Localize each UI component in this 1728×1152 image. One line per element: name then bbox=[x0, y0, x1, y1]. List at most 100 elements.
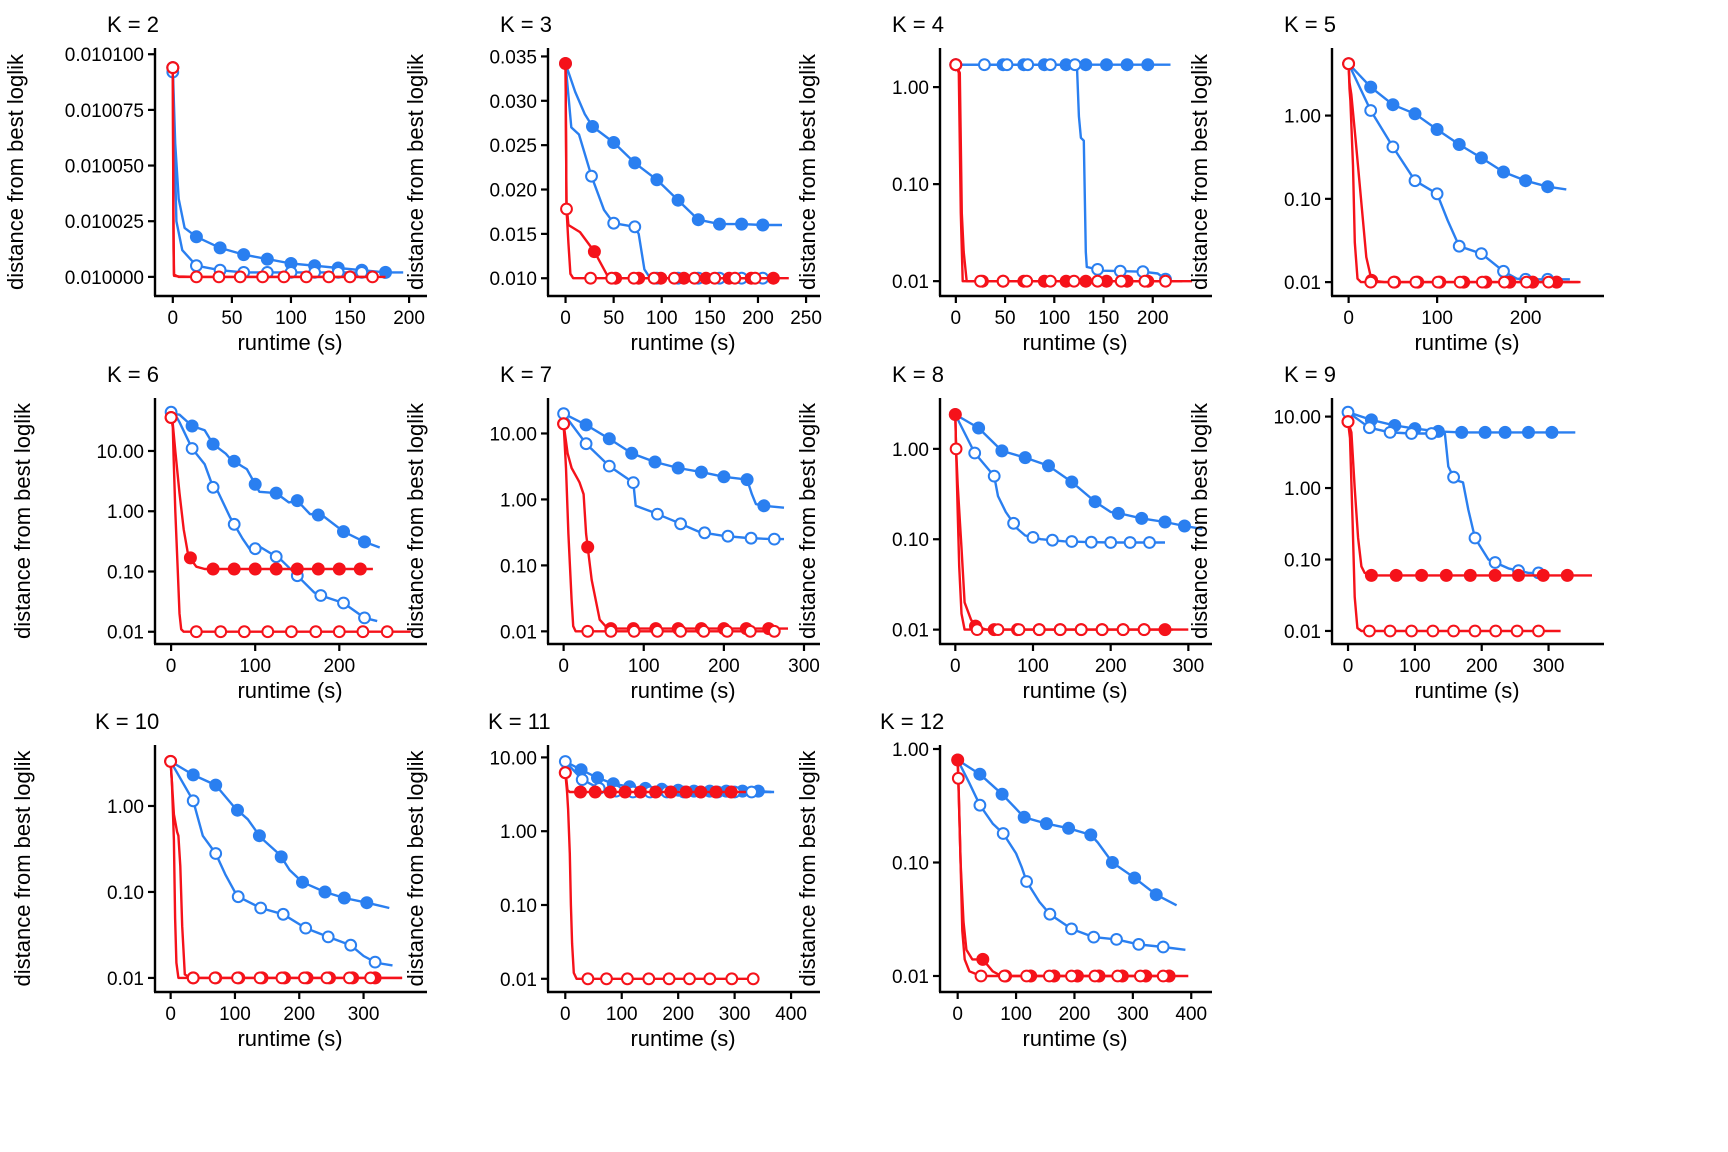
data-point bbox=[995, 444, 1009, 458]
data-point bbox=[607, 136, 621, 149]
data-point bbox=[581, 972, 595, 986]
data-point bbox=[995, 787, 1009, 801]
data-point bbox=[1387, 275, 1401, 289]
data-point bbox=[996, 274, 1010, 288]
data-point bbox=[581, 624, 595, 638]
data-point bbox=[337, 596, 350, 610]
series-blue-filled bbox=[954, 413, 1203, 533]
data-point bbox=[642, 972, 656, 986]
series-blue-filled bbox=[169, 760, 390, 910]
data-point bbox=[603, 785, 617, 799]
data-point bbox=[1489, 624, 1503, 638]
data-point bbox=[1020, 969, 1033, 983]
x-tick-label: 0 bbox=[951, 308, 962, 329]
data-point bbox=[998, 969, 1011, 983]
x-tick-label: 0 bbox=[168, 308, 179, 329]
data-point bbox=[1044, 274, 1057, 288]
data-point bbox=[252, 829, 266, 843]
data-point bbox=[1104, 536, 1118, 549]
data-point bbox=[1149, 888, 1163, 902]
data-point bbox=[968, 446, 982, 460]
data-point bbox=[756, 218, 770, 232]
data-point bbox=[248, 477, 262, 491]
data-point bbox=[683, 972, 696, 986]
data-point bbox=[1084, 828, 1098, 842]
data-point bbox=[1020, 274, 1034, 288]
data-point bbox=[1042, 459, 1055, 473]
x-axis-label: runtime (s) bbox=[1414, 678, 1519, 703]
data-point bbox=[691, 213, 705, 227]
data-point bbox=[185, 419, 199, 433]
y-tick-label: 1.00 bbox=[892, 78, 929, 99]
panel-title: K = 5 bbox=[1284, 12, 1336, 37]
x-tick-label: 100 bbox=[219, 1004, 251, 1025]
y-tick-label: 0.025 bbox=[489, 136, 537, 157]
panel-title: K = 11 bbox=[488, 709, 551, 734]
x-tick-label: 200 bbox=[1137, 308, 1169, 329]
panel-title: K = 12 bbox=[880, 709, 944, 734]
data-point bbox=[1560, 568, 1574, 582]
y-tick-label: 1.00 bbox=[107, 797, 144, 818]
data-point bbox=[343, 270, 357, 284]
data-point bbox=[628, 220, 642, 234]
data-point bbox=[973, 798, 987, 812]
data-point bbox=[290, 494, 304, 508]
data-point bbox=[1364, 80, 1378, 94]
data-point bbox=[227, 562, 241, 576]
data-point bbox=[1095, 623, 1109, 636]
data-point bbox=[1522, 425, 1535, 439]
x-tick-label: 100 bbox=[1017, 656, 1049, 677]
x-tick-label: 200 bbox=[393, 308, 425, 329]
data-point bbox=[1039, 817, 1053, 831]
data-point bbox=[332, 625, 346, 639]
data-point bbox=[647, 271, 661, 285]
data-point bbox=[1026, 531, 1040, 544]
panel-k9: K = 9 0.01 0.10 1.00 10.00 0 100 200 300 runtime … bbox=[1187, 362, 1604, 703]
y-tick-label: 0.010100 bbox=[65, 45, 144, 66]
data-point bbox=[628, 156, 642, 170]
data-point bbox=[320, 971, 334, 985]
data-point bbox=[703, 972, 717, 986]
series-line bbox=[1346, 421, 1561, 633]
series-line bbox=[169, 417, 411, 633]
data-point bbox=[976, 952, 990, 966]
series-blue-open bbox=[949, 58, 1172, 286]
data-point bbox=[309, 625, 323, 639]
data-point bbox=[164, 755, 178, 768]
data-point bbox=[1105, 856, 1119, 869]
data-point bbox=[585, 169, 598, 183]
data-point bbox=[728, 271, 742, 285]
data-point bbox=[1046, 533, 1059, 547]
data-point bbox=[1178, 519, 1191, 533]
y-axis-label: distance from best loglik bbox=[3, 53, 28, 290]
data-point bbox=[717, 470, 731, 484]
series-blue-filled bbox=[957, 758, 1178, 907]
data-point bbox=[1497, 165, 1510, 179]
data-point bbox=[1415, 568, 1429, 582]
x-tick-label: 400 bbox=[1175, 1004, 1207, 1025]
x-tick-label: 100 bbox=[1399, 656, 1431, 677]
x-tick-label: 0 bbox=[558, 656, 569, 677]
data-point bbox=[356, 625, 370, 639]
data-point bbox=[973, 767, 987, 781]
y-tick-label: 0.10 bbox=[107, 562, 144, 583]
data-point bbox=[767, 532, 781, 546]
data-point bbox=[671, 193, 685, 207]
data-point bbox=[1447, 624, 1460, 638]
data-point bbox=[996, 827, 1010, 840]
data-point bbox=[1158, 515, 1172, 529]
data-point bbox=[1111, 506, 1125, 520]
y-tick-label: 0.030 bbox=[489, 92, 537, 113]
data-point bbox=[709, 785, 723, 799]
data-point bbox=[1430, 123, 1444, 136]
data-point bbox=[186, 768, 200, 782]
series-line bbox=[564, 772, 752, 980]
data-point bbox=[713, 217, 726, 231]
data-point bbox=[1383, 624, 1397, 638]
y-axis-label: distance from best loglik bbox=[10, 750, 35, 987]
data-point bbox=[237, 625, 251, 639]
x-tick-label: 300 bbox=[788, 656, 820, 677]
data-point bbox=[1123, 536, 1137, 549]
